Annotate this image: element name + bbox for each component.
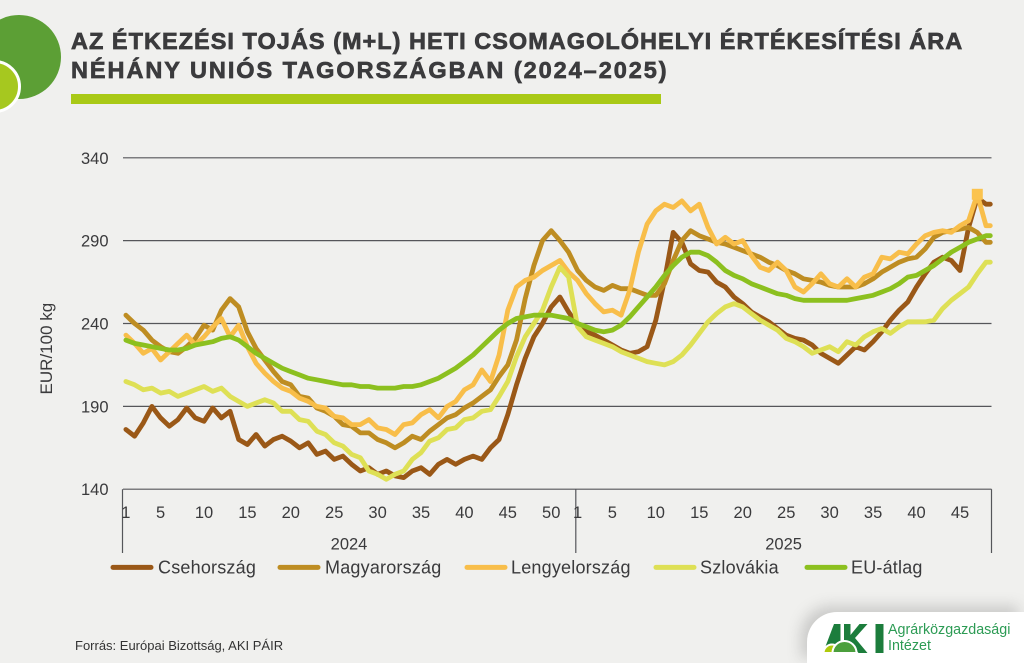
svg-text:2024: 2024 (331, 536, 368, 554)
svg-text:5: 5 (156, 504, 165, 522)
svg-text:35: 35 (864, 504, 882, 522)
svg-text:10: 10 (647, 504, 665, 522)
svg-text:EUR/100 kg: EUR/100 kg (37, 303, 56, 395)
svg-text:1: 1 (121, 504, 130, 522)
svg-text:5: 5 (608, 504, 617, 522)
svg-text:35: 35 (412, 504, 430, 522)
svg-text:30: 30 (368, 504, 386, 522)
svg-text:30: 30 (820, 504, 838, 522)
svg-text:Szlovákia: Szlovákia (700, 558, 780, 578)
svg-text:140: 140 (81, 481, 109, 499)
svg-text:25: 25 (777, 504, 795, 522)
svg-text:20: 20 (282, 504, 300, 522)
svg-text:240: 240 (81, 316, 109, 334)
svg-text:10: 10 (195, 504, 213, 522)
svg-text:290: 290 (81, 233, 109, 251)
svg-text:Magyarország: Magyarország (325, 558, 441, 578)
svg-text:20: 20 (734, 504, 752, 522)
svg-text:25: 25 (325, 504, 343, 522)
svg-text:2025: 2025 (765, 536, 802, 554)
svg-text:Csehország: Csehország (158, 558, 256, 578)
svg-text:50: 50 (542, 504, 560, 522)
svg-text:340: 340 (81, 150, 109, 168)
svg-text:40: 40 (455, 504, 473, 522)
svg-text:190: 190 (81, 398, 109, 416)
svg-text:45: 45 (499, 504, 517, 522)
svg-text:40: 40 (907, 504, 925, 522)
svg-text:45: 45 (951, 504, 969, 522)
svg-text:15: 15 (238, 504, 256, 522)
svg-text:15: 15 (690, 504, 708, 522)
svg-text:EU-átlag: EU-átlag (851, 558, 923, 578)
svg-text:Lengyelország: Lengyelország (511, 558, 631, 578)
svg-text:1: 1 (573, 504, 582, 522)
